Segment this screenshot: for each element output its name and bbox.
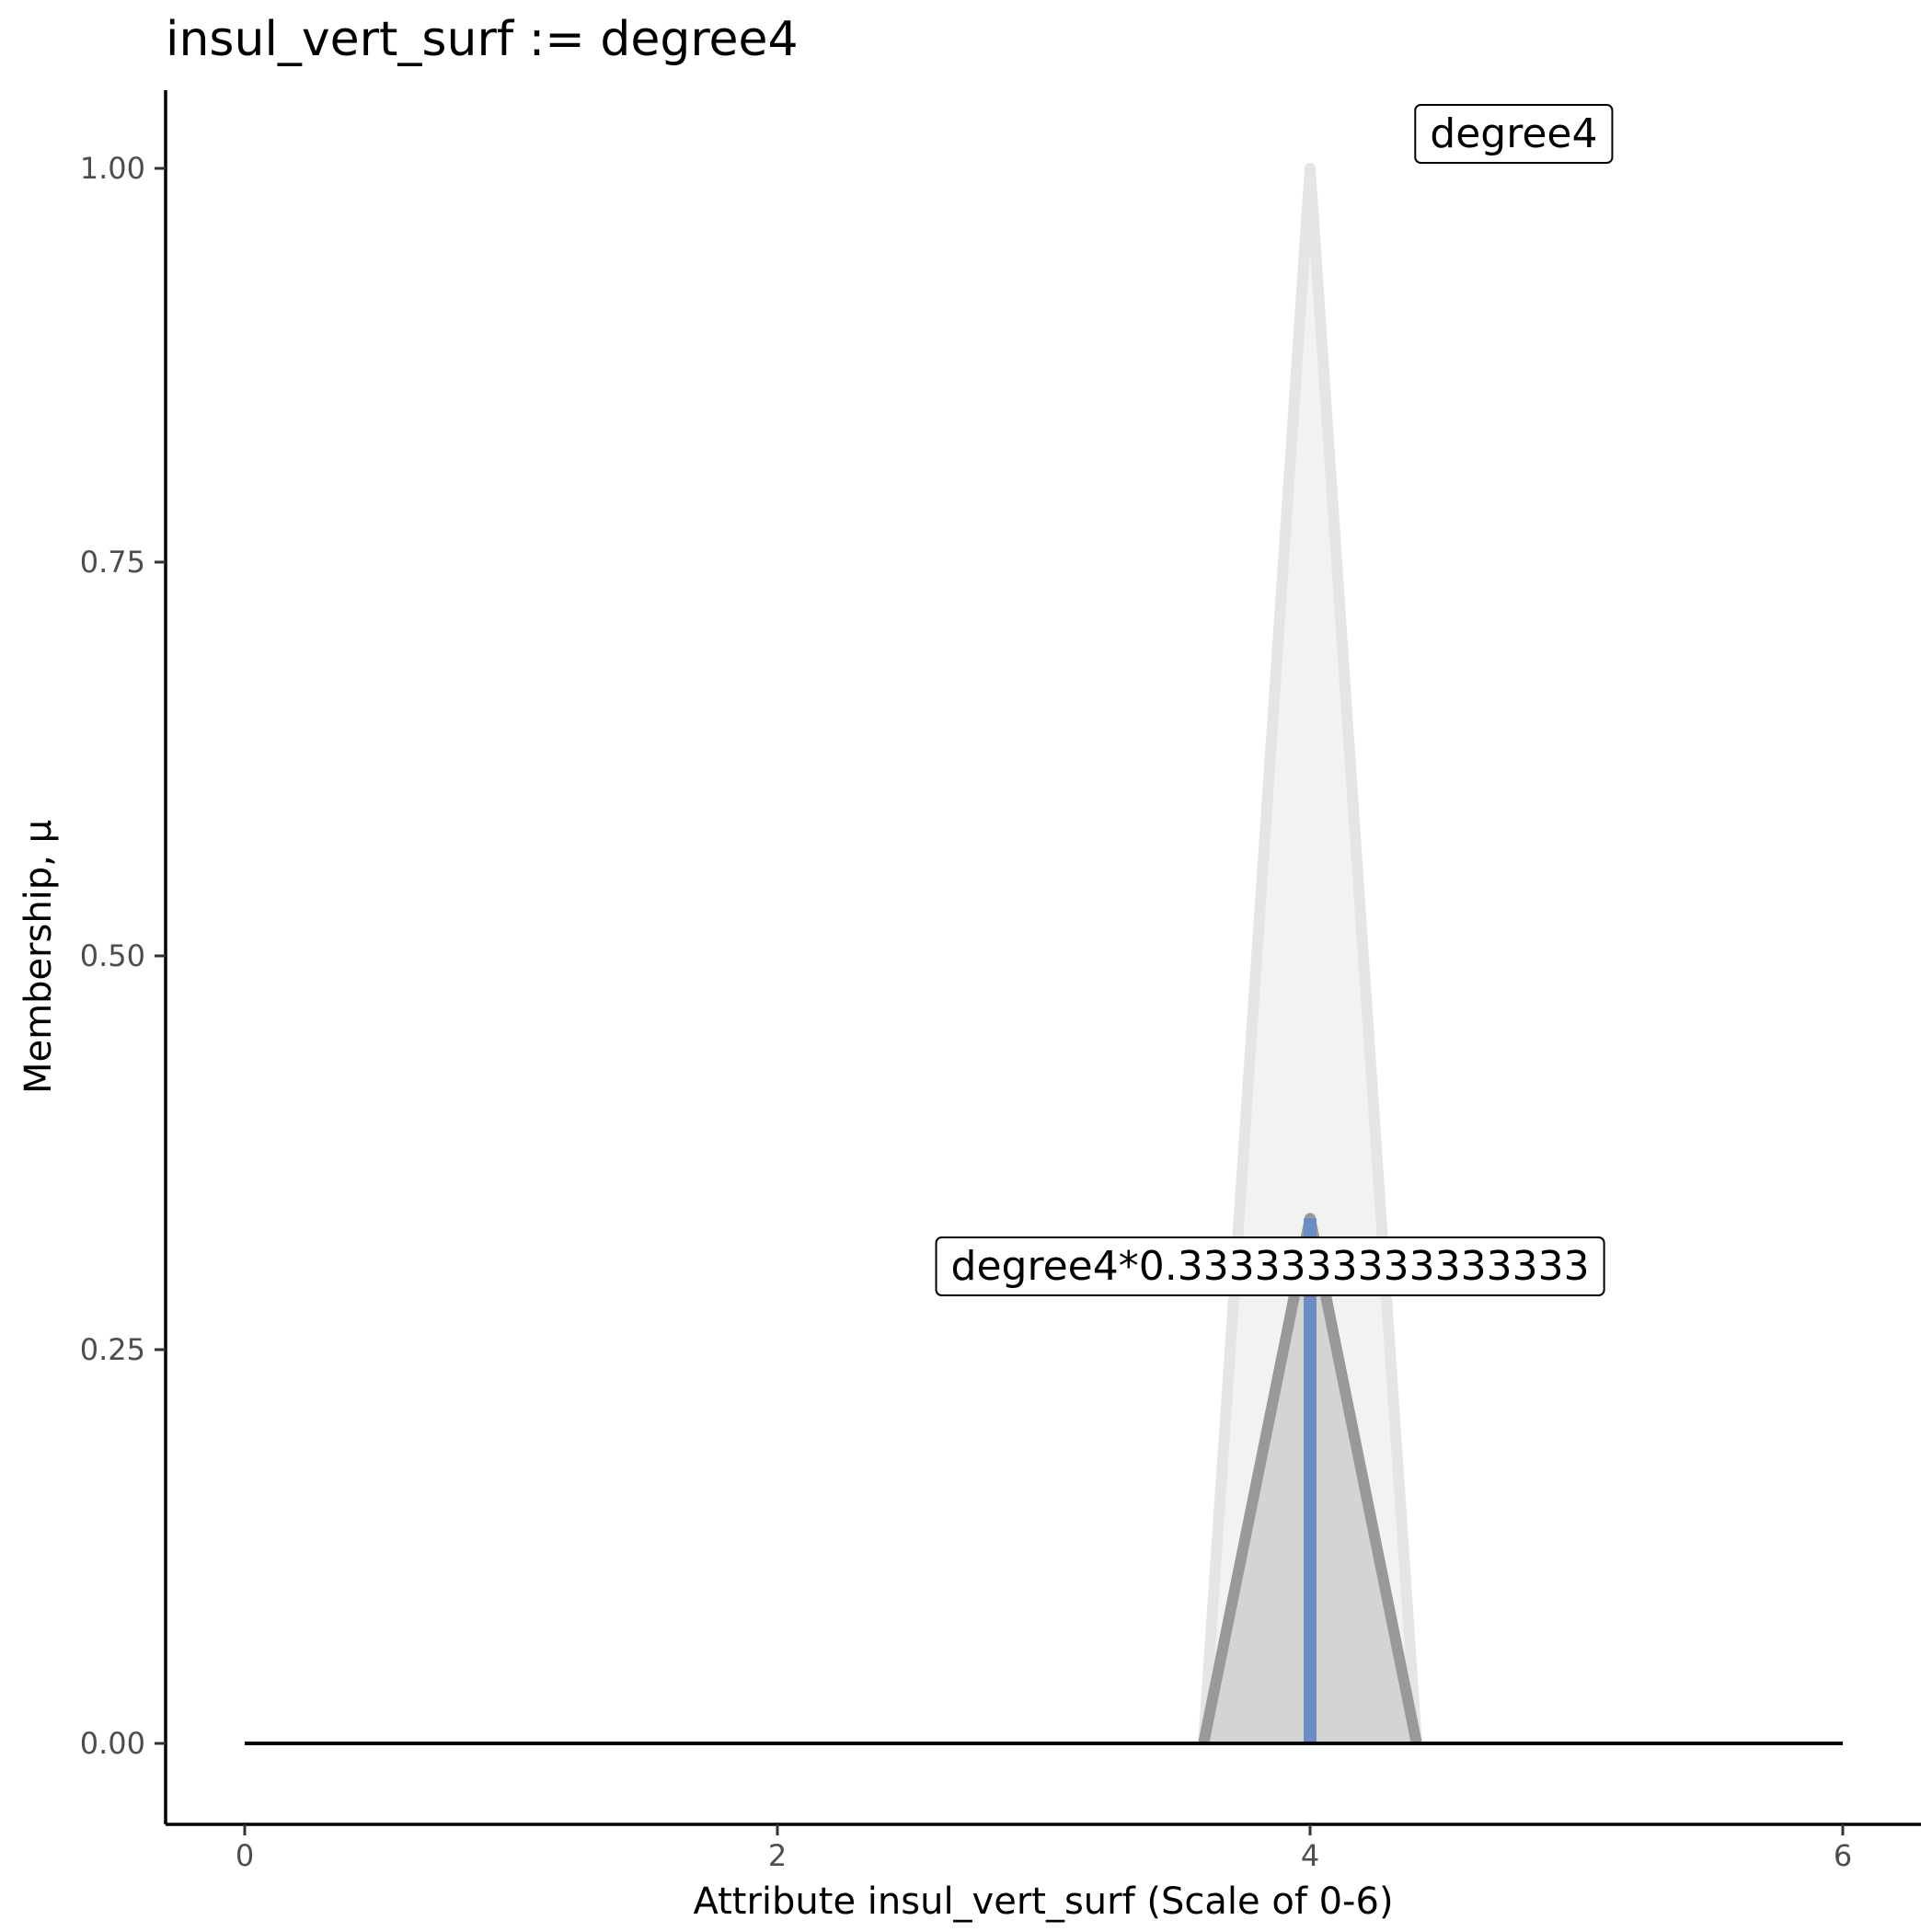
chart-title: insul_vert_surf := degree4 [166, 12, 799, 67]
y-tick-label: 0.75 [80, 545, 145, 580]
x-tick-label: 6 [1834, 1838, 1852, 1873]
annotation-box [1414, 104, 1614, 164]
y-axis-title: Membership, μ [17, 820, 60, 1094]
series-line-0 [1198, 163, 1422, 1744]
x-axis-title: Attribute insul_vert_surf (Scale of 0-6) [693, 1880, 1393, 1923]
plot-area [245, 163, 1843, 1745]
y-tick-label: 0.00 [80, 1726, 145, 1761]
annotation-label: degree4*0.3333333333333333 [951, 1243, 1590, 1290]
series-area-0 [1203, 168, 1417, 1743]
y-tick-label: 0.25 [80, 1332, 145, 1367]
annotations: degree4 degree4*0.3333333333333333 [935, 104, 1614, 1296]
annotation-label: degree4 [1430, 110, 1597, 157]
axis-ticks: 0 2 4 6 0.00 0.25 0.50 0.75 1.00 [80, 151, 1852, 1873]
x-tick-label: 4 [1301, 1838, 1319, 1873]
x-tick-label: 2 [768, 1838, 787, 1873]
y-tick-label: 0.50 [80, 938, 145, 973]
y-tick-label: 1.00 [80, 151, 145, 186]
x-tick-label: 0 [236, 1838, 254, 1873]
annotation-box [935, 1236, 1605, 1296]
